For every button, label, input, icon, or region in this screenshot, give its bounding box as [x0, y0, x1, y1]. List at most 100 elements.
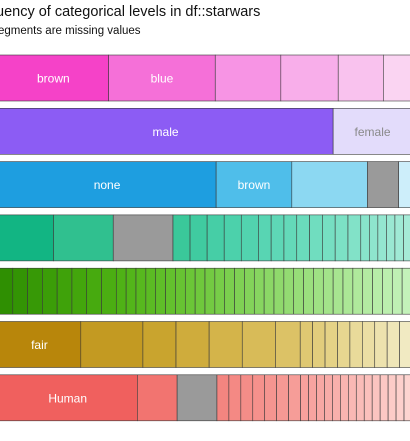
bar-segment — [291, 161, 368, 208]
bar-segment — [337, 54, 384, 102]
bar-segment — [263, 267, 275, 315]
missing-value-segment — [112, 214, 174, 262]
bar-segment — [398, 161, 410, 208]
bar-segment — [349, 321, 363, 368]
bar-segment — [204, 267, 216, 315]
bar-segment — [283, 214, 298, 262]
bar-segment — [184, 267, 196, 315]
bar-segment — [386, 321, 400, 368]
bar-segment — [0, 321, 82, 368]
bar-segment — [348, 374, 357, 422]
bar-segment — [142, 321, 177, 368]
bar-segment — [401, 267, 410, 315]
bar-segment — [332, 374, 341, 422]
bar-segment — [382, 267, 393, 315]
segment-label: blue — [151, 72, 174, 86]
bar-segment — [27, 267, 43, 315]
bar-segment — [172, 214, 191, 262]
bar-segment — [155, 267, 166, 315]
bar-segment — [395, 374, 405, 422]
bar-segment — [379, 374, 389, 422]
bar-segment — [264, 374, 277, 422]
bar-segment — [240, 214, 259, 262]
bar-segment — [137, 374, 178, 422]
bar-segment — [125, 267, 137, 315]
segment-label: brown — [37, 72, 70, 86]
bar-segment — [53, 214, 114, 262]
bar-segment — [275, 321, 301, 368]
bar-segment — [313, 267, 324, 315]
bar-segment — [80, 321, 144, 368]
bar-segment — [337, 321, 351, 368]
bar-segment — [276, 374, 289, 422]
bar-segment — [332, 267, 344, 315]
bar-segment — [214, 54, 282, 102]
bar-segment — [363, 374, 373, 422]
segment-label: male — [153, 125, 179, 139]
bar-segment — [165, 267, 176, 315]
bar-segment — [42, 267, 58, 315]
bar-segment — [403, 374, 410, 422]
bar-segment — [312, 321, 326, 368]
bar-segment — [258, 214, 272, 262]
bar-segment — [194, 267, 206, 315]
segment-label: brown — [238, 178, 271, 192]
bar-segment — [189, 214, 208, 262]
bar-segment — [0, 374, 138, 422]
bar-row: male female — [0, 108, 410, 155]
chart-title: uency of categorical levels in df::starw… — [0, 4, 261, 20]
bar-segment — [206, 214, 225, 262]
bar-segment — [369, 214, 379, 262]
bar-segment — [296, 214, 310, 262]
bar-segment — [208, 321, 243, 368]
bar-row: none brown — [0, 161, 410, 208]
bar-segment — [71, 267, 88, 315]
bar-segment — [394, 214, 404, 262]
bar-segment — [391, 267, 403, 315]
bar-segment — [377, 214, 387, 262]
missing-value-segment — [176, 374, 218, 422]
bar-segment — [241, 321, 276, 368]
bar-segment — [347, 214, 362, 262]
bar-segment — [234, 267, 245, 315]
bar-segment — [215, 161, 293, 208]
bar-row — [0, 267, 410, 315]
bar-segment — [216, 374, 230, 422]
bar-segment — [372, 267, 383, 315]
bar-segment — [322, 214, 336, 262]
bar-segment — [223, 214, 242, 262]
bar-segment — [0, 267, 14, 315]
bar-segment — [86, 267, 102, 315]
bar-segment — [324, 321, 338, 368]
bar-segment — [108, 54, 216, 102]
bar-segment — [383, 54, 410, 102]
bar-segment — [0, 54, 109, 102]
bar-segment — [56, 267, 73, 315]
bar-row: fair — [0, 321, 410, 368]
bar-segment — [280, 54, 339, 102]
bar-segment — [115, 267, 127, 315]
segment-label: none — [94, 178, 121, 192]
bar-row — [0, 214, 410, 262]
bar-segment — [403, 214, 410, 262]
bar-segment — [135, 267, 147, 315]
bar-segment — [145, 267, 157, 315]
bar-segment — [283, 267, 295, 315]
bar-segment — [342, 267, 354, 315]
bar-segment — [224, 267, 235, 315]
bar-segment — [399, 321, 410, 368]
bar-segment — [175, 267, 186, 315]
segment-label: female — [355, 125, 391, 139]
segment-label: fair — [31, 338, 48, 352]
bar-segment — [308, 374, 317, 422]
bar-segment — [240, 374, 254, 422]
bar-segment — [299, 321, 313, 368]
bar-segment — [360, 214, 370, 262]
bar-segment — [273, 267, 285, 315]
bar-segment — [362, 267, 373, 315]
bar-segment — [322, 267, 334, 315]
bar-segment — [101, 267, 117, 315]
bar-segment — [252, 374, 266, 422]
bar-segment — [0, 214, 54, 262]
